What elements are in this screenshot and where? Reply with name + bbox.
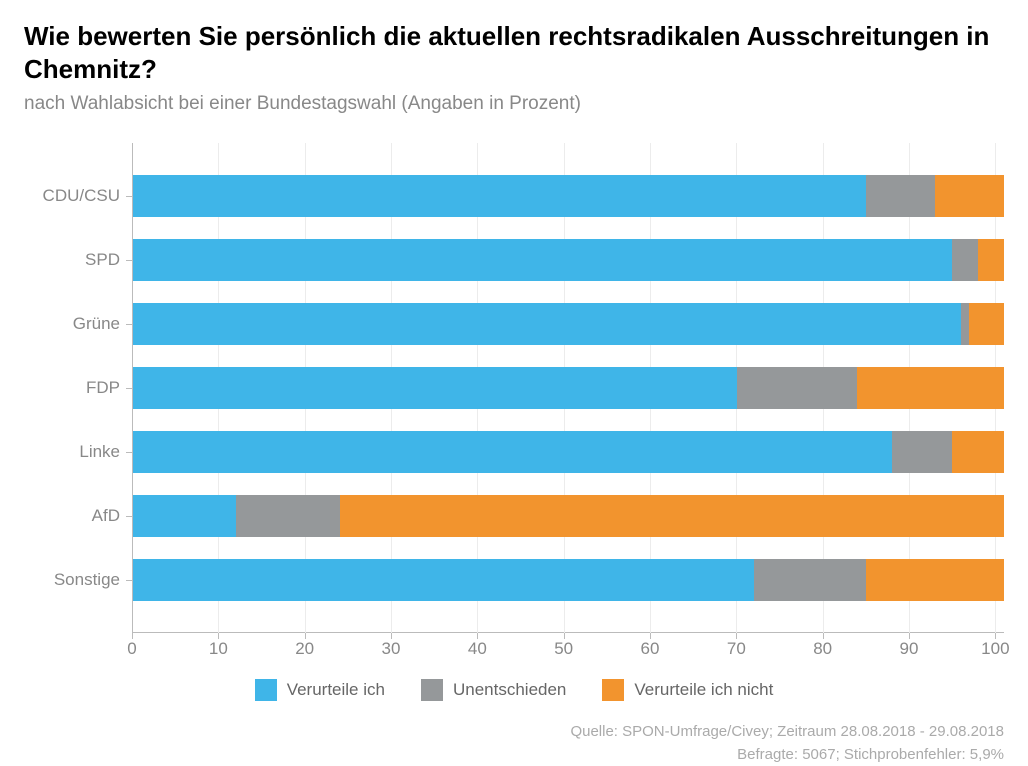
y-tick-mark: [126, 388, 132, 389]
x-tick-label: 90: [900, 639, 919, 659]
bar-segment-notcondemn: [952, 431, 1004, 473]
y-axis-label: Linke: [79, 442, 120, 462]
bar-segment-condemn: [133, 367, 737, 409]
y-tick-mark: [126, 196, 132, 197]
bar-segment-notcondemn: [866, 559, 1004, 601]
bar-segment-condemn: [133, 175, 866, 217]
x-tick-label: 40: [468, 639, 487, 659]
y-tick-mark: [126, 260, 132, 261]
x-tick-label: 50: [554, 639, 573, 659]
y-axis-label: Grüne: [73, 314, 120, 334]
bar-row: [133, 175, 1004, 217]
bar-row: [133, 495, 1004, 537]
x-tick-label: 20: [295, 639, 314, 659]
x-tick-label: 30: [382, 639, 401, 659]
y-axis-label: Sonstige: [54, 570, 120, 590]
bar-segment-condemn: [133, 303, 961, 345]
x-tick-label: 60: [641, 639, 660, 659]
legend-label: Unentschieden: [453, 680, 566, 700]
x-tick-label: 70: [727, 639, 746, 659]
y-tick-mark: [126, 580, 132, 581]
y-axis-labels: CDU/CSU SPD Grüne FDP Linke AfD Sonstige: [24, 143, 132, 633]
bar-segment-undecided: [737, 367, 858, 409]
bar-segment-condemn: [133, 431, 892, 473]
bar-segment-notcondemn: [857, 367, 1004, 409]
bar-row: [133, 239, 1004, 281]
legend: Verurteile ich Unentschieden Verurteile ic…: [24, 679, 1004, 701]
bar-segment-notcondemn: [340, 495, 1004, 537]
x-tick-label: 0: [127, 639, 136, 659]
y-tick-mark: [126, 452, 132, 453]
plot-area: [132, 143, 1004, 633]
bar-segment-undecided: [892, 431, 952, 473]
bar-segment-undecided: [952, 239, 978, 281]
legend-swatch: [421, 679, 443, 701]
chart-area: CDU/CSU SPD Grüne FDP Linke AfD Sonstige: [24, 143, 1004, 633]
y-axis-label: SPD: [85, 250, 120, 270]
bar-segment-undecided: [866, 175, 935, 217]
bar-row: [133, 303, 1004, 345]
bar-segment-notcondemn: [969, 303, 1003, 345]
legend-item-notcondemn: Verurteile ich nicht: [602, 679, 773, 701]
x-tick-label: 100: [981, 639, 1009, 659]
legend-label: Verurteile ich: [287, 680, 385, 700]
chart-title: Wie bewerten Sie persönlich die aktuelle…: [24, 20, 1004, 85]
bar-row: [133, 559, 1004, 601]
legend-item-undecided: Unentschieden: [421, 679, 566, 701]
bar-segment-condemn: [133, 239, 952, 281]
bar-segment-condemn: [133, 495, 236, 537]
bar-segment-undecided: [236, 495, 339, 537]
source-line-2: Befragte: 5067; Stichprobenfehler: 5,9%: [24, 744, 1004, 766]
legend-swatch: [602, 679, 624, 701]
bar-segment-notcondemn: [978, 239, 1004, 281]
y-axis-label: AfD: [92, 506, 120, 526]
bar-row: [133, 367, 1004, 409]
y-tick-mark: [126, 516, 132, 517]
source-attribution: Quelle: SPON-Umfrage/Civey; Zeitraum 28.…: [24, 721, 1004, 766]
legend-swatch: [255, 679, 277, 701]
x-tick-label: 10: [209, 639, 228, 659]
bar-segment-undecided: [961, 303, 970, 345]
y-axis-label: FDP: [86, 378, 120, 398]
x-tick-label: 80: [813, 639, 832, 659]
legend-label: Verurteile ich nicht: [634, 680, 773, 700]
bar-segment-condemn: [133, 559, 754, 601]
x-axis-ticks: 0102030405060708090100: [132, 633, 1004, 661]
bar-segment-notcondemn: [935, 175, 1004, 217]
y-tick-mark: [126, 324, 132, 325]
bar-segment-undecided: [754, 559, 866, 601]
source-line-1: Quelle: SPON-Umfrage/Civey; Zeitraum 28.…: [24, 721, 1004, 744]
legend-item-condemn: Verurteile ich: [255, 679, 385, 701]
bar-row: [133, 431, 1004, 473]
chart-subtitle: nach Wahlabsicht bei einer Bundestagswah…: [24, 93, 1004, 115]
y-axis-label: CDU/CSU: [43, 186, 120, 206]
